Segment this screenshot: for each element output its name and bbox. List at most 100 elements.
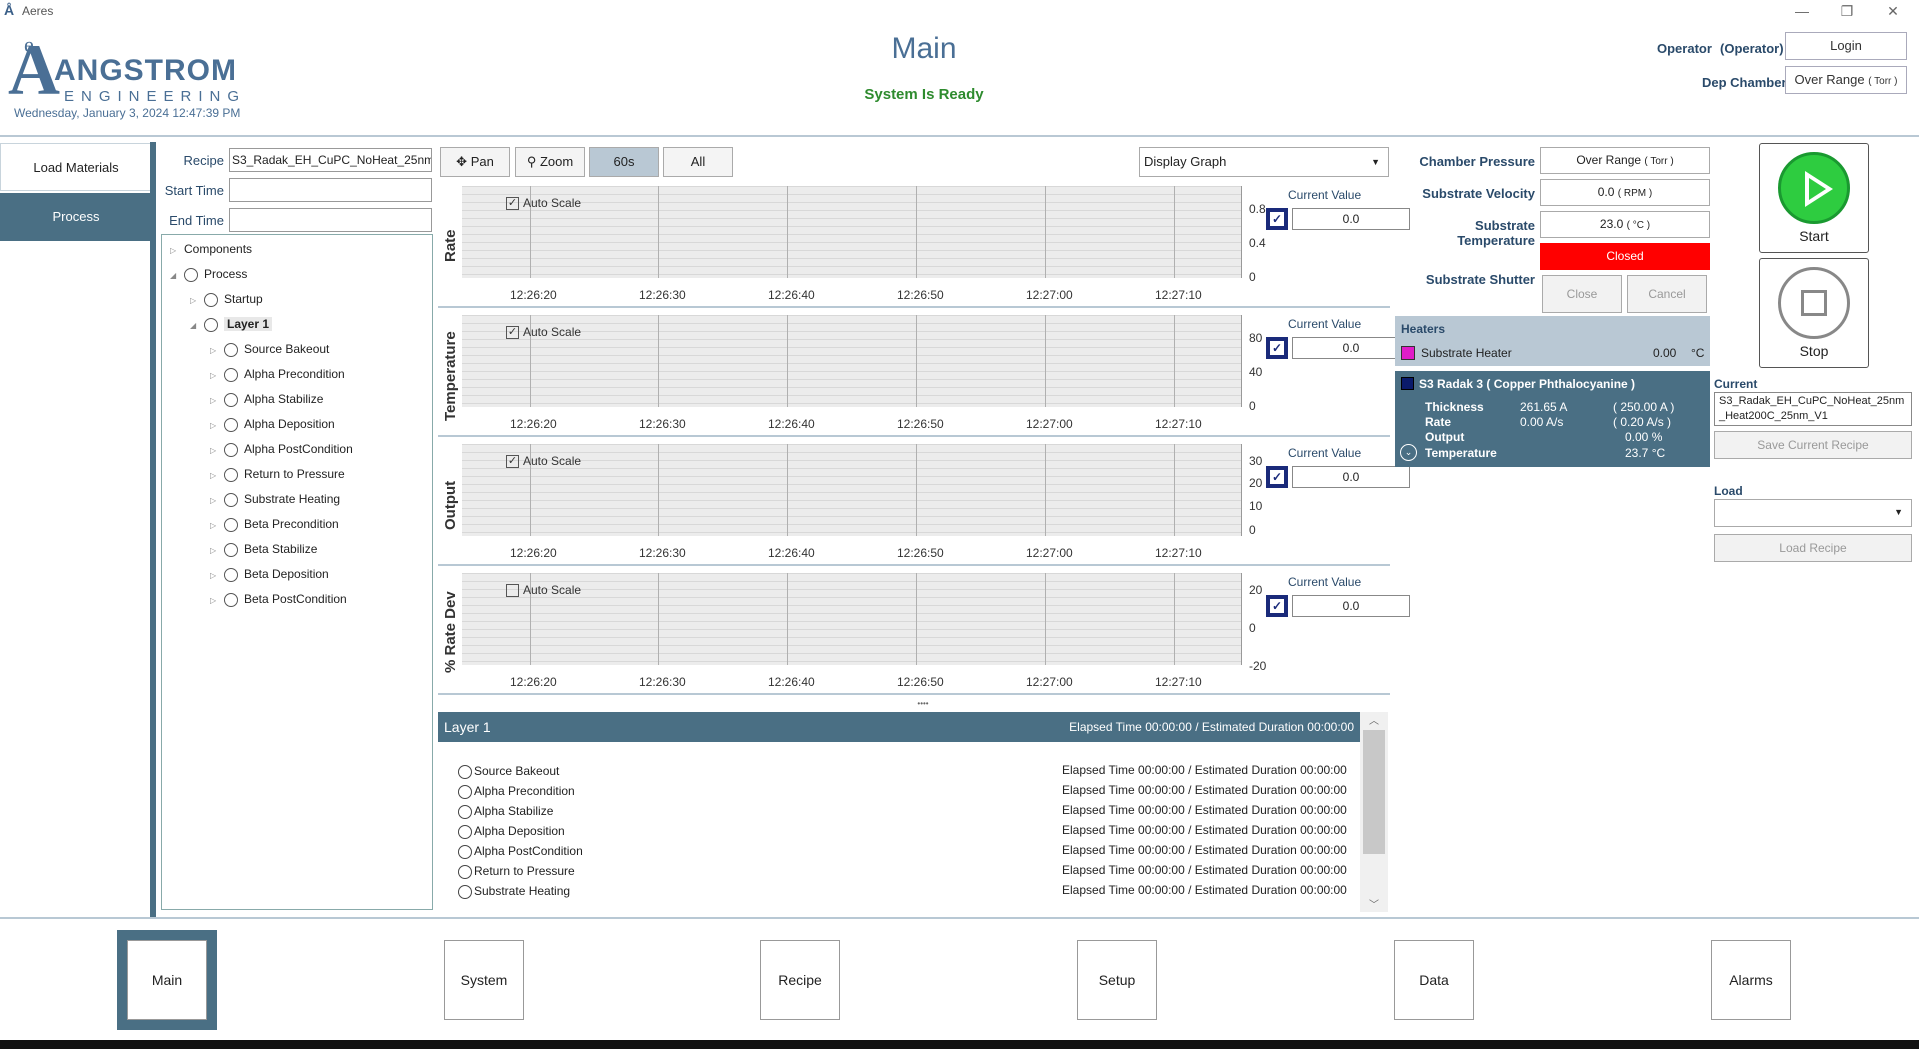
checkbox[interactable]: ✓ <box>506 326 519 340</box>
tree-step[interactable]: ▷ Alpha Stabilize <box>210 392 324 407</box>
zoom-button[interactable]: ⚲ Zoom <box>515 147 585 177</box>
source-color-swatch <box>1401 377 1414 390</box>
tree-process[interactable]: ◢ Process <box>170 267 248 282</box>
step-radio[interactable] <box>458 864 472 879</box>
nav-setup[interactable]: Setup <box>1077 940 1157 1020</box>
display-graph-select[interactable]: Display Graph ▼ <box>1139 147 1389 177</box>
shutter-cancel-button[interactable]: Cancel <box>1627 275 1707 313</box>
auto-scale-toggle[interactable]: Auto Scale <box>506 583 581 598</box>
plot-area[interactable] <box>462 186 1242 278</box>
end-time-field[interactable] <box>229 208 432 232</box>
graph-temperature: Temperature ✓ Auto Scale 80 40 0 12:26:20 12:26… <box>438 311 1410 437</box>
grid-line <box>1045 444 1046 536</box>
tree-layer1[interactable]: ◢ Layer 1 <box>190 314 273 334</box>
x-tick: 12:26:40 <box>768 675 815 689</box>
thickness-target: ( 250.00 A ) <box>1613 400 1675 414</box>
pan-icon: ✥ <box>456 154 471 169</box>
nav-alarms[interactable]: Alarms <box>1711 940 1791 1020</box>
step-radio[interactable] <box>458 844 472 859</box>
plot-area[interactable] <box>462 573 1242 665</box>
tree-step[interactable]: ▷ Source Bakeout <box>210 342 330 357</box>
expand-chevron-icon[interactable]: ⌄ <box>1400 444 1417 461</box>
grid-line <box>658 186 659 278</box>
nav-system[interactable]: System <box>444 940 524 1020</box>
auto-scale-toggle[interactable]: ✓ Auto Scale <box>506 196 582 211</box>
load-recipe-button[interactable]: Load Recipe <box>1714 534 1912 562</box>
heaters-title: Heaters <box>1401 322 1446 336</box>
current-value-field: 0.0 <box>1292 208 1410 230</box>
login-button[interactable]: Login <box>1785 32 1907 60</box>
nav-data[interactable]: Data <box>1394 940 1474 1020</box>
nav-process[interactable]: Process <box>0 193 152 241</box>
tree-step[interactable]: ▷ Alpha PostCondition <box>210 442 353 457</box>
grid-line <box>530 573 531 665</box>
splitter-handle[interactable]: •••• <box>917 699 929 708</box>
pan-button[interactable]: ✥ Pan <box>440 147 510 177</box>
shutter-close-button[interactable]: Close <box>1542 275 1622 313</box>
graph-ratedev: % Rate Dev Auto Scale 20 0 -20 12:26:20 12:26:… <box>438 569 1410 695</box>
tree-step[interactable]: ▷ Beta PostCondition <box>210 592 347 607</box>
start-time-field[interactable] <box>229 178 432 202</box>
close-icon[interactable]: ✕ <box>1887 3 1899 19</box>
x-tick: 12:26:40 <box>768 288 815 302</box>
tree-step[interactable]: ▷ Beta Stabilize <box>210 542 318 557</box>
checkbox[interactable] <box>506 584 519 598</box>
step-radio[interactable] <box>458 804 472 819</box>
y-tick: 30 <box>1249 454 1263 468</box>
y-axis-label: Temperature <box>442 331 459 421</box>
layer-step-row: Substrate Heating <box>458 884 570 899</box>
current-value-label: Current Value <box>1288 188 1362 202</box>
start-button[interactable]: Start <box>1759 143 1869 253</box>
checkbox[interactable]: ✓ <box>506 197 519 211</box>
layer-step-elapsed: Elapsed Time 00:00:00 / Estimated Durati… <box>1062 863 1347 877</box>
series-visible-checkbox[interactable]: ✓ <box>1266 595 1288 617</box>
load-recipe-select[interactable]: ▼ <box>1714 499 1912 527</box>
tree-step[interactable]: ▷ Substrate Heating <box>210 492 341 507</box>
layer-scrollbar[interactable]: ︿ ﹀ <box>1360 712 1388 912</box>
shutter-state: Closed <box>1540 243 1710 270</box>
plot-area[interactable] <box>462 315 1242 407</box>
all-button[interactable]: All <box>663 147 733 177</box>
series-visible-checkbox[interactable]: ✓ <box>1266 466 1288 488</box>
tree-step[interactable]: ▷ Return to Pressure <box>210 467 345 482</box>
recipe-field[interactable]: S3_Radak_EH_CuPC_NoHeat_25nm_He <box>229 148 432 172</box>
end-time-label: End Time <box>169 213 224 228</box>
nav-load-materials[interactable]: Load Materials <box>0 143 152 191</box>
save-current-recipe-button[interactable]: Save Current Recipe <box>1714 431 1912 459</box>
tree-startup[interactable]: ▷ Startup <box>190 292 263 307</box>
step-radio[interactable] <box>458 784 472 799</box>
stop-button[interactable]: Stop <box>1759 258 1869 368</box>
auto-scale-toggle[interactable]: ✓ Auto Scale <box>506 454 582 469</box>
system-status: System Is Ready <box>864 86 984 103</box>
step-radio[interactable] <box>458 884 472 899</box>
tree-step[interactable]: ▷ Beta Precondition <box>210 517 339 532</box>
y-axis-label: Rate <box>442 229 459 262</box>
nav-recipe[interactable]: Recipe <box>760 940 840 1020</box>
scroll-thumb[interactable] <box>1363 730 1385 854</box>
nav-main[interactable]: Main <box>127 940 207 1020</box>
checkbox[interactable]: ✓ <box>506 455 519 469</box>
plot-area[interactable] <box>462 444 1242 536</box>
tree-step[interactable]: ▷ Beta Deposition <box>210 567 329 582</box>
step-radio[interactable] <box>458 764 472 779</box>
layer-step-elapsed: Elapsed Time 00:00:00 / Estimated Durati… <box>1062 883 1347 897</box>
step-radio[interactable] <box>458 824 472 839</box>
heater-unit: °C <box>1691 346 1705 360</box>
y-tick: 0 <box>1249 270 1256 284</box>
current-label: Current <box>1714 377 1758 391</box>
scroll-down-icon[interactable]: ﹀ <box>1369 900 1379 911</box>
layer-step-elapsed: Elapsed Time 00:00:00 / Estimated Durati… <box>1062 803 1347 817</box>
scroll-up-icon[interactable]: ︿ <box>1369 716 1379 727</box>
series-visible-checkbox[interactable]: ✓ <box>1266 337 1288 359</box>
sixty-seconds-button[interactable]: 60s <box>589 147 659 177</box>
bottom-nav <box>0 917 1919 1042</box>
heater-value: 0.00 <box>1653 346 1677 360</box>
grid-line <box>787 315 788 407</box>
tree-step[interactable]: ▷ Alpha Deposition <box>210 417 335 432</box>
tree-components[interactable]: ▷ Components <box>170 242 253 256</box>
restore-icon[interactable]: ❐ <box>1840 3 1854 19</box>
series-visible-checkbox[interactable]: ✓ <box>1266 208 1288 230</box>
minimize-icon[interactable]: — <box>1795 3 1809 19</box>
auto-scale-toggle[interactable]: ✓ Auto Scale <box>506 325 582 340</box>
tree-step[interactable]: ▷ Alpha Precondition <box>210 367 345 382</box>
